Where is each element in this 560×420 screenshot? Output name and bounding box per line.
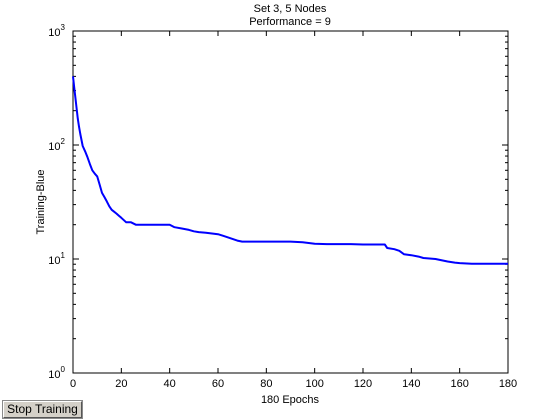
x-tick-label: 40 xyxy=(164,378,176,390)
x-tick-labels: 0 20 40 60 80 100 120 140 160 180 xyxy=(70,378,517,390)
x-tick-label: 0 xyxy=(70,378,76,390)
y-tick-label: 101 xyxy=(48,251,65,267)
y-tick-label: 100 xyxy=(48,365,65,381)
plot-area xyxy=(73,31,508,373)
stop-training-button[interactable]: Stop Training xyxy=(3,401,82,418)
x-tick-label: 160 xyxy=(450,378,468,390)
x-axis-label: 180 Epochs xyxy=(261,394,320,406)
y-tick-label: 103 xyxy=(48,23,65,39)
x-tick-label: 100 xyxy=(305,378,323,390)
y-tick-label: 102 xyxy=(48,137,65,153)
x-tick-label: 80 xyxy=(260,378,272,390)
x-tick-label: 20 xyxy=(115,378,127,390)
x-tick-label: 120 xyxy=(354,378,372,390)
x-tick-label: 180 xyxy=(499,378,517,390)
x-tick-label: 140 xyxy=(402,378,420,390)
chart-title-line-1: Set 3, 5 Nodes xyxy=(254,3,327,15)
chart-title-line-2: Performance = 9 xyxy=(249,16,331,28)
y-tick-labels: 100 101 102 103 xyxy=(48,23,65,381)
x-tick-label: 60 xyxy=(212,378,224,390)
y-axis-label: Training-Blue xyxy=(35,169,47,234)
